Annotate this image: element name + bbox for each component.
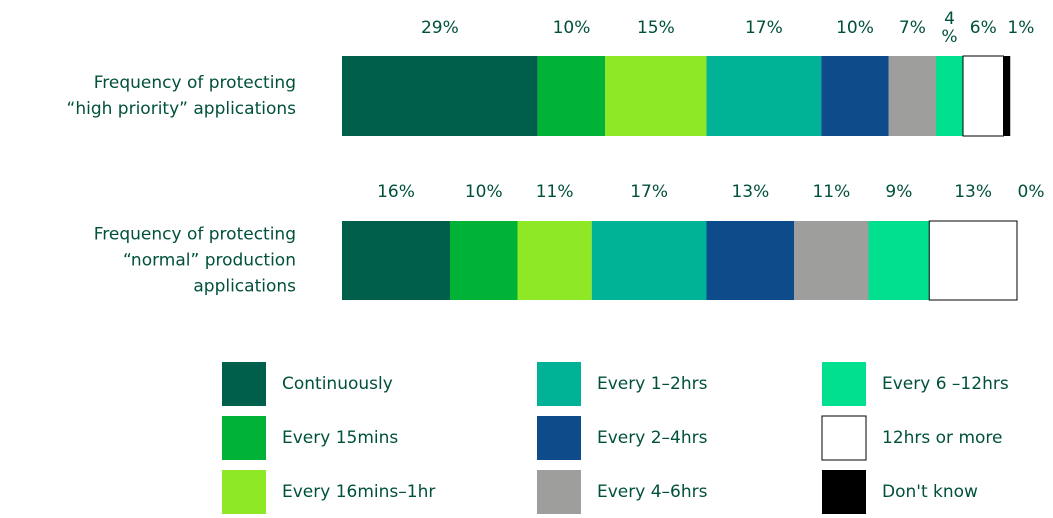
value-label: 17% <box>630 182 668 202</box>
value-label: 16% <box>377 182 415 202</box>
value-label: 7% <box>899 18 926 38</box>
bar-segment <box>706 56 822 136</box>
text-line: applications <box>193 277 296 297</box>
bar-segment <box>821 56 889 136</box>
value-label: 13% <box>731 182 769 202</box>
legend-label: Every 16mins–1hr <box>282 482 435 502</box>
bar-segment <box>1003 56 1011 136</box>
bar-segment <box>962 55 1004 137</box>
value-label: 10% <box>553 18 591 38</box>
legend-label: 12hrs or more <box>882 428 1003 448</box>
value-label: 11% <box>812 182 850 202</box>
bar-segment <box>888 56 936 136</box>
legend-label: Don't know <box>882 482 978 502</box>
value-label: 13% <box>954 182 992 202</box>
value-label: 11% <box>536 182 574 202</box>
value-label: 0% <box>1018 182 1045 202</box>
legend-swatch <box>821 415 867 461</box>
value-label: 15% <box>637 18 675 38</box>
value-label: 1% <box>1007 18 1034 38</box>
value-label: 9% <box>885 182 912 202</box>
legend-swatch <box>822 362 866 406</box>
text-line: Frequency of protecting <box>94 225 296 245</box>
value-label: 10% <box>836 18 874 38</box>
legend-swatch <box>537 470 581 514</box>
bar-segment <box>537 56 606 136</box>
value-label: 29% <box>421 18 459 38</box>
legend-label: Every 6 –12hrs <box>882 374 1009 394</box>
bar-segment <box>342 56 538 136</box>
legend-label: Every 4–6hrs <box>597 482 708 502</box>
bar-segment <box>706 221 795 300</box>
bar-segment <box>517 221 592 300</box>
category-label: Frequency of protecting “normal” producti… <box>94 225 296 297</box>
legend-swatch <box>222 362 266 406</box>
legend-label: Every 2–4hrs <box>597 428 708 448</box>
text-line: “normal” production <box>123 251 296 271</box>
legend-swatch <box>537 362 581 406</box>
bar-segment <box>794 221 869 300</box>
bar-segment <box>868 221 930 300</box>
bar-segment <box>928 220 1018 301</box>
value-label: 10% <box>465 182 503 202</box>
bar-segment <box>591 221 707 300</box>
legend-label: Every 1–2hrs <box>597 374 708 394</box>
category-label: Frequency of protecting “high priority” a… <box>67 73 297 119</box>
text-line: Frequency of protecting <box>94 73 296 93</box>
bar-segment <box>342 221 450 300</box>
text-line: 4 <box>944 9 955 29</box>
legend-label: Continuously <box>282 374 393 394</box>
value-label: 17% <box>745 18 783 38</box>
legend-label: Every 15mins <box>282 428 398 448</box>
legend-swatch <box>222 416 266 460</box>
text-line: “high priority” applications <box>67 99 297 119</box>
bar-segment <box>450 221 518 300</box>
legend-swatch <box>822 470 866 514</box>
value-label: 4% <box>941 9 957 47</box>
legend-swatch <box>537 416 581 460</box>
legend-swatch <box>222 470 266 514</box>
bar-segment <box>605 56 707 136</box>
value-label: 6% <box>970 18 997 38</box>
text-line: % <box>941 27 957 47</box>
bar-segment <box>936 56 963 136</box>
